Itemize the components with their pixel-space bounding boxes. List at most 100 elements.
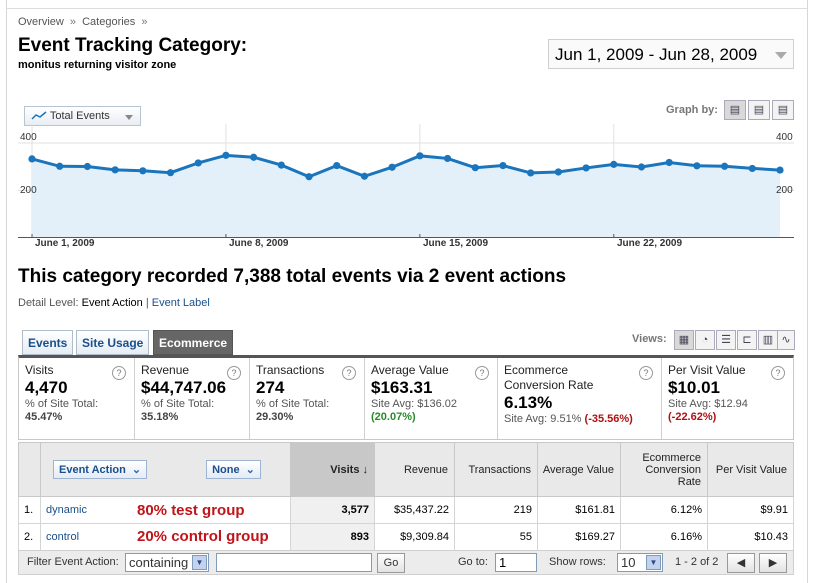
dimension-select-secondary[interactable]: None ⌄ <box>206 460 261 479</box>
graph-by-week-button[interactable]: ▤ <box>748 100 770 120</box>
cell-transactions: 219 <box>454 496 538 524</box>
tab-site-usage[interactable]: Site Usage <box>76 330 150 355</box>
next-page-button[interactable]: ▶ <box>759 553 787 573</box>
data-point <box>83 162 92 171</box>
scorecard-delta: (20.07%) <box>371 411 416 423</box>
data-point <box>582 164 590 172</box>
y-tick-left-400: 400 <box>20 132 37 143</box>
x-tick-label: June 22, 2009 <box>617 238 683 249</box>
column-header-visits[interactable]: Visits ↓ <box>290 442 375 497</box>
page-frame <box>6 0 808 583</box>
goto-page-input[interactable] <box>495 553 537 572</box>
row-link-control[interactable]: control <box>46 531 80 543</box>
column-header-revenue[interactable]: Revenue <box>374 442 455 497</box>
chevron-down-icon <box>125 115 133 120</box>
table-icon: ▦ <box>678 334 690 346</box>
scorecard-revenue: Revenue $44,747.06 % of Site Total: 35.1… <box>135 358 250 439</box>
column-header-per-visit-value[interactable]: Per Visit Value <box>707 442 794 497</box>
cell-transactions: 55 <box>454 523 538 551</box>
cell-visits: 893 <box>290 523 375 551</box>
breadcrumb-overview[interactable]: Overview <box>18 16 64 28</box>
column-header-average-value[interactable]: Average Value <box>537 442 621 497</box>
scorecard-sub: Site Avg: $12.94 (-22.62%) <box>668 398 787 424</box>
row-link-dynamic[interactable]: dynamic <box>46 504 87 516</box>
scorecard-site-avg: Site Avg: $12.94 <box>668 398 748 410</box>
scorecard-average-value: Average Value $163.31 Site Avg: $136.02 … <box>365 358 498 439</box>
graph-by-label: Graph by: <box>666 104 718 116</box>
scorecard-label: Visits <box>25 363 54 377</box>
column-label: Visits <box>330 463 360 476</box>
scorecard-site-avg: Site Avg: 9.51% <box>504 413 582 425</box>
bar-chart-icon: ☰ <box>721 334 731 346</box>
dimension-select-event-action[interactable]: Event Action ⌄ <box>53 460 148 479</box>
detail-level-event-label-link[interactable]: Event Label <box>151 297 210 309</box>
tab-ecommerce[interactable]: Ecommerce <box>153 330 234 355</box>
date-range-picker[interactable]: Jun 1, 2009 - Jun 28, 2009 <box>548 39 794 69</box>
view-sparkline-button[interactable]: ∿ <box>777 330 795 350</box>
help-icon[interactable]: ? <box>639 366 653 380</box>
pivot-icon: ▥ <box>762 334 774 346</box>
view-performance-button[interactable]: ☰ <box>716 330 736 350</box>
sort-down-icon: ↓ <box>362 463 369 476</box>
line-chart-icon <box>31 111 47 120</box>
data-point <box>360 172 369 180</box>
graph-by-month-button[interactable]: ▤ <box>772 100 794 120</box>
view-comparison-button[interactable]: ⊏ <box>737 330 757 350</box>
scorecard-value: $10.01 <box>668 378 720 397</box>
y-tick-right-200: 200 <box>776 185 793 196</box>
goto-label: Go to: <box>458 556 488 568</box>
scorecard-value: 274 <box>256 378 285 397</box>
data-point <box>527 169 535 177</box>
breadcrumb-categories[interactable]: Categories <box>82 16 136 28</box>
view-pie-button[interactable]: ◔ <box>695 330 715 350</box>
date-range-label: Jun 1, 2009 - Jun 28, 2009 <box>555 45 758 64</box>
y-tick-right-400: 400 <box>776 132 793 143</box>
scorecard-label: Revenue <box>141 363 190 377</box>
data-point <box>139 167 147 175</box>
view-table-button[interactable]: ▦ <box>674 330 694 350</box>
cell-per-visit-value: $9.91 <box>707 496 794 524</box>
scorecard-label: Ecommerce Conversion Rate <box>504 363 594 392</box>
data-point <box>443 154 452 163</box>
dimension-label: Event Action <box>59 464 126 476</box>
graph-by-day-button[interactable]: ▤ <box>724 100 746 120</box>
cell-conversion-rate: 6.12% <box>620 496 708 524</box>
help-icon[interactable]: ? <box>227 366 241 380</box>
series-line <box>31 153 781 179</box>
cell-conversion-rate: 6.16% <box>620 523 708 551</box>
show-rows-select[interactable]: 10 ▼ <box>617 553 663 572</box>
show-rows-value: 10 <box>621 555 636 570</box>
column-header-conversion-rate[interactable]: Ecommerce Conversion Rate <box>620 442 708 497</box>
data-point <box>554 168 562 176</box>
chevron-right-icon: ▶ <box>768 557 778 569</box>
help-icon[interactable]: ? <box>112 366 126 380</box>
scorecard-value: $163.31 <box>371 378 433 397</box>
views-label: Views: <box>632 333 667 345</box>
scorecard-label: Per Visit Value <box>668 363 746 377</box>
help-icon[interactable]: ? <box>475 366 489 380</box>
filter-go-button[interactable]: Go <box>377 553 405 573</box>
filter-input[interactable] <box>216 553 372 572</box>
column-header-transactions[interactable]: Transactions <box>454 442 538 497</box>
table-header-dimensions: Event Action ⌄ None ⌄ <box>40 442 291 497</box>
cell-visits: 3,577 <box>290 496 375 524</box>
series-area <box>32 155 780 238</box>
view-pivot-button[interactable]: ▥ <box>758 330 778 350</box>
graph-metric-dropdown[interactable]: Total Events <box>24 106 141 126</box>
pie-chart-icon: ◔ <box>701 334 709 346</box>
cell-revenue: $9,309.84 <box>374 523 455 551</box>
table-row: 1. dynamic 80% test group 3,577 $35,437.2… <box>18 496 794 524</box>
row-dimension-cell: dynamic 80% test group <box>40 496 291 524</box>
data-point <box>388 163 396 171</box>
data-point <box>776 166 784 174</box>
data-point <box>277 161 285 169</box>
breadcrumb: Overview » Categories » <box>18 16 150 28</box>
data-point <box>194 159 202 167</box>
help-icon[interactable]: ? <box>342 366 356 380</box>
filter-mode-select[interactable]: containing ▼ <box>125 553 209 572</box>
prev-page-button[interactable]: ◀ <box>727 553 755 573</box>
filter-mode-value: containing <box>129 555 189 570</box>
help-icon[interactable]: ? <box>771 366 785 380</box>
data-point <box>693 162 701 170</box>
tab-events[interactable]: Events <box>22 330 74 355</box>
